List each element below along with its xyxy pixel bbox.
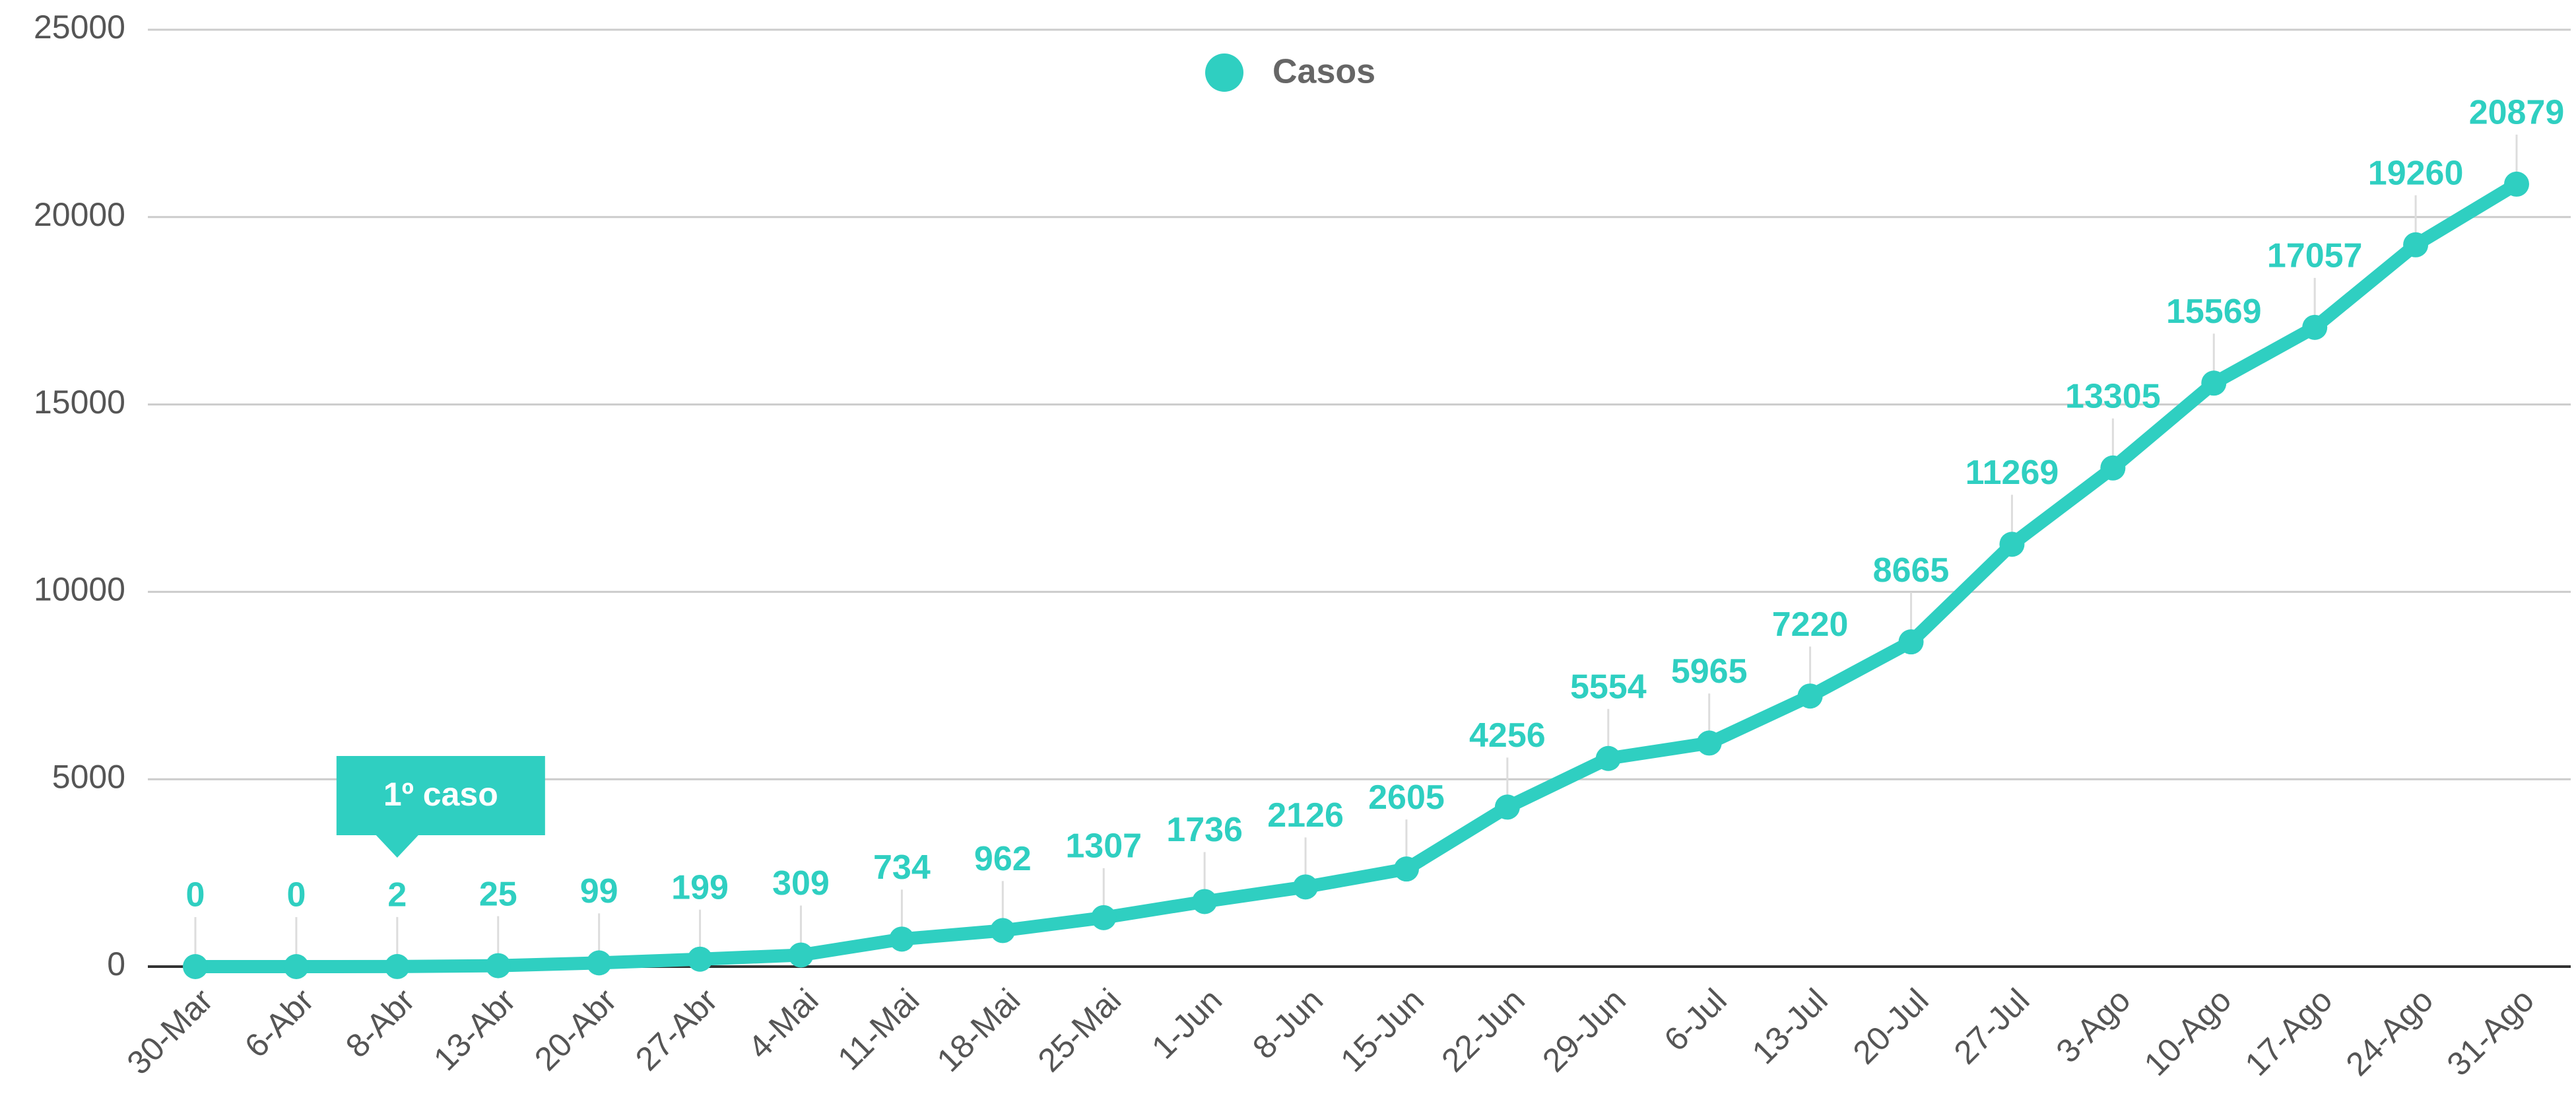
data-label: 962: [974, 840, 1032, 878]
data-label: 5965: [1671, 652, 1748, 691]
data-label: 13305: [2065, 378, 2161, 416]
point: [1696, 730, 1722, 756]
data-label: 5554: [1570, 668, 1647, 706]
data-label: 0: [186, 876, 205, 914]
data-label: 2: [387, 876, 407, 914]
point: [283, 954, 309, 979]
data-label: 199: [671, 868, 729, 907]
data-label: 8665: [1873, 551, 1950, 590]
point: [1494, 794, 1520, 820]
data-label: 1736: [1166, 811, 1243, 849]
point: [1293, 874, 1319, 900]
y-tick-label: 20000: [34, 196, 125, 233]
x-tick-label: 29-Jun: [1535, 982, 1633, 1080]
x-tick-label: 6-Abr: [238, 982, 321, 1065]
point: [788, 942, 814, 968]
point: [1091, 905, 1117, 930]
point: [2100, 455, 2126, 481]
x-tick-label: 25-Mai: [1031, 982, 1129, 1080]
x-tick-label: 13-Abr: [426, 982, 523, 1078]
point: [183, 954, 208, 979]
data-label: 2126: [1267, 796, 1344, 835]
x-tick-label: 27-Jul: [1947, 982, 2037, 1072]
point: [1898, 629, 1924, 655]
x-tick-label: 24-Ago: [2339, 982, 2441, 1083]
point: [384, 953, 410, 979]
x-tick-label: 15-Jun: [1333, 982, 1431, 1080]
point: [1192, 889, 1218, 914]
x-tick-label: 3-Ago: [2049, 982, 2138, 1070]
x-tick-label: 27-Abr: [628, 982, 725, 1078]
point: [2504, 171, 2529, 197]
annotation-text: 1º caso: [383, 776, 498, 813]
annotation-box: [336, 756, 545, 858]
data-label: 4256: [1469, 716, 1546, 755]
data-label: 2605: [1368, 778, 1445, 817]
y-tick-label: 15000: [34, 384, 125, 421]
data-label: 19260: [2368, 154, 2464, 193]
x-tick-label: 31-Ago: [2440, 982, 2542, 1083]
y-tick-label: 10000: [34, 571, 125, 608]
legend-marker: [1205, 53, 1243, 92]
data-label: 7220: [1772, 605, 1849, 644]
point: [2201, 370, 2227, 396]
point: [687, 946, 713, 972]
point: [1797, 683, 1823, 709]
data-label: 17057: [2267, 237, 2363, 275]
data-label: 11269: [1965, 454, 2059, 492]
x-tick-label: 22-Jun: [1434, 982, 1532, 1080]
data-label: 99: [580, 872, 618, 910]
point: [1999, 532, 2025, 557]
x-tick-label: 18-Mai: [930, 982, 1028, 1080]
x-tick-label: 30-Mar: [120, 982, 220, 1082]
point: [2302, 314, 2328, 340]
data-label: 15569: [2166, 292, 2262, 331]
x-tick-label: 20-Abr: [527, 982, 624, 1078]
x-tick-label: 8-Abr: [339, 982, 422, 1065]
point: [990, 918, 1016, 944]
data-label: 20879: [2469, 94, 2565, 132]
y-tick-label: 5000: [52, 758, 125, 795]
legend-label: Casos: [1272, 53, 1375, 91]
x-tick-label: 1-Jun: [1144, 982, 1229, 1066]
x-tick-label: 17-Ago: [2238, 982, 2340, 1083]
data-label: 0: [286, 876, 306, 914]
x-tick-label: 11-Mai: [830, 982, 926, 1078]
data-label: 25: [479, 875, 517, 913]
point: [889, 926, 915, 952]
data-label: 309: [772, 864, 830, 903]
point: [1393, 856, 1419, 882]
x-tick-label: 20-Jul: [1846, 982, 1936, 1072]
x-tick-label: 10-Ago: [2137, 982, 2239, 1083]
x-tick-label: 6-Jul: [1657, 982, 1734, 1058]
point: [1595, 745, 1621, 771]
x-tick-label: 8-Jun: [1245, 982, 1330, 1066]
data-label: 734: [873, 848, 931, 887]
series-line: [195, 178, 2521, 973]
data-label: 1307: [1065, 827, 1142, 866]
x-tick-label: 4-Mai: [741, 982, 826, 1066]
y-tick-label: 0: [107, 945, 125, 982]
y-tick-label: 25000: [34, 9, 125, 46]
point: [2403, 232, 2429, 257]
x-tick-label: 13-Jul: [1745, 982, 1835, 1072]
point: [586, 950, 612, 976]
point: [485, 953, 511, 978]
